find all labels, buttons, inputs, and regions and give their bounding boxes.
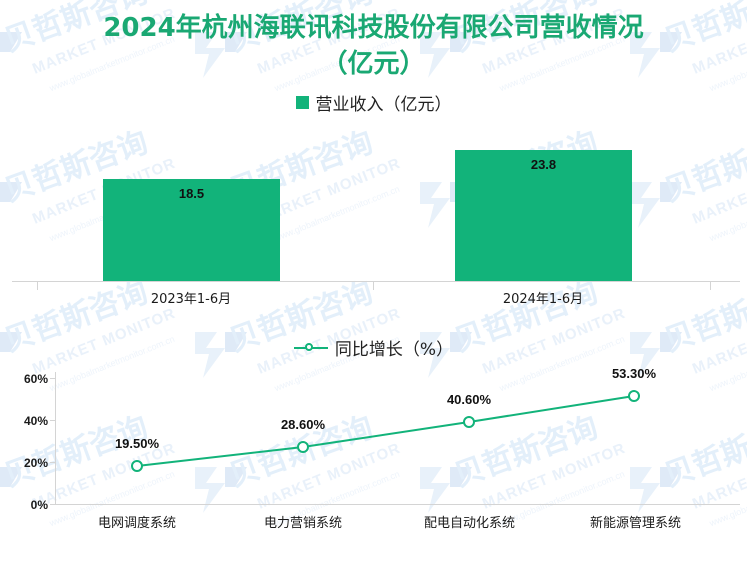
page-title: 2024年杭州海联讯科技股份有限公司营收情况 （亿元） [0,10,747,82]
legend-line-marker-icon [293,342,328,354]
point-value-label: 40.60% [446,392,492,407]
line-chart-x-axis [55,504,740,505]
bar-chart-panel: 18.5 2023年1-6月 23.8 2024年1-6月 [0,120,747,310]
legend-growth: 同比增长（%） [0,335,747,360]
y-tick-label: 20% [23,456,48,470]
title-line-1: 2024年杭州海联讯科技股份有限公司营收情况 [103,13,644,43]
growth-line-series [131,390,640,472]
y-tick-label: 60% [23,372,48,386]
legend-revenue: 营业收入（亿元） [0,90,747,115]
title-line-2: （亿元） [321,49,426,79]
line-chart-panel: 60% 40% 20% 0% 19.50% 28.60% 40.60% 53.3… [0,360,747,565]
bar-axis-tick [373,281,374,290]
line-category-label: 新能源管理系统 [589,516,681,531]
y-tick-mark [50,378,55,379]
point-value-label: 53.30% [611,366,657,381]
legend-growth-label: 同比增长（%） [334,340,454,360]
bar-category-label: 2023年1-6月 [150,292,232,307]
y-tick-mark [50,504,55,505]
legend-swatch-icon [295,96,309,109]
line-category-label: 电力营销系统 [263,516,342,531]
bar-value-label: 18.5 [178,186,205,201]
bar-axis-tick [710,281,711,290]
bar-2023[interactable] [103,179,280,281]
y-tick-mark [50,420,55,421]
point-value-label: 19.50% [114,436,160,451]
bar-value-label: 23.8 [530,157,557,172]
point-value-label: 28.60% [280,417,326,432]
line-category-label: 配电自动化系统 [423,516,515,531]
y-tick-label: 40% [23,414,48,428]
line-chart-y-axis [55,372,56,505]
bar-chart-x-axis [12,281,740,282]
y-tick-label: 0% [30,498,48,512]
bar-axis-tick [37,281,38,290]
bar-category-label: 2024年1-6月 [502,292,584,307]
line-category-label: 电网调度系统 [97,516,176,531]
bar-2024[interactable] [455,150,632,281]
y-tick-mark [50,462,55,463]
legend-revenue-label: 营业收入（亿元） [315,95,452,115]
